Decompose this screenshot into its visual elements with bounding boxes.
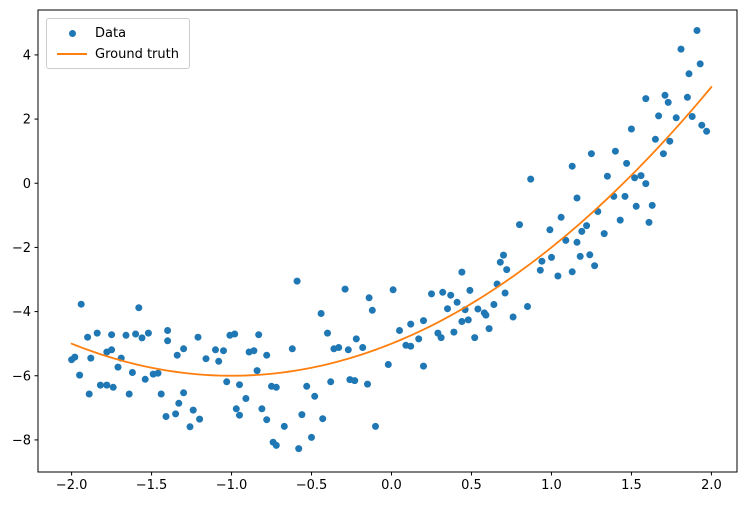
svg-text:−2: −2 xyxy=(12,241,31,256)
svg-text:2.0: 2.0 xyxy=(701,478,722,493)
svg-text:−1.5: −1.5 xyxy=(136,478,168,493)
legend-item-ground-truth: Ground truth xyxy=(55,45,179,63)
legend-label-data: Data xyxy=(95,25,127,41)
svg-text:−6: −6 xyxy=(12,369,31,384)
svg-text:−8: −8 xyxy=(12,433,31,448)
scatter-marker-icon xyxy=(55,29,89,37)
svg-text:1.5: 1.5 xyxy=(621,478,642,493)
svg-text:0: 0 xyxy=(23,177,31,192)
svg-text:−0.5: −0.5 xyxy=(296,478,328,493)
svg-text:0.5: 0.5 xyxy=(461,478,482,493)
svg-text:−2.0: −2.0 xyxy=(56,478,88,493)
svg-text:4: 4 xyxy=(23,48,31,63)
line-marker-icon xyxy=(55,53,89,55)
svg-text:2: 2 xyxy=(23,113,31,128)
legend: Data Ground truth xyxy=(46,18,190,69)
svg-text:−1.0: −1.0 xyxy=(216,478,248,493)
legend-label-ground-truth: Ground truth xyxy=(95,46,179,62)
svg-text:−4: −4 xyxy=(12,305,31,320)
svg-text:0.0: 0.0 xyxy=(381,478,402,493)
legend-item-data: Data xyxy=(55,24,179,42)
svg-text:1.0: 1.0 xyxy=(541,478,562,493)
